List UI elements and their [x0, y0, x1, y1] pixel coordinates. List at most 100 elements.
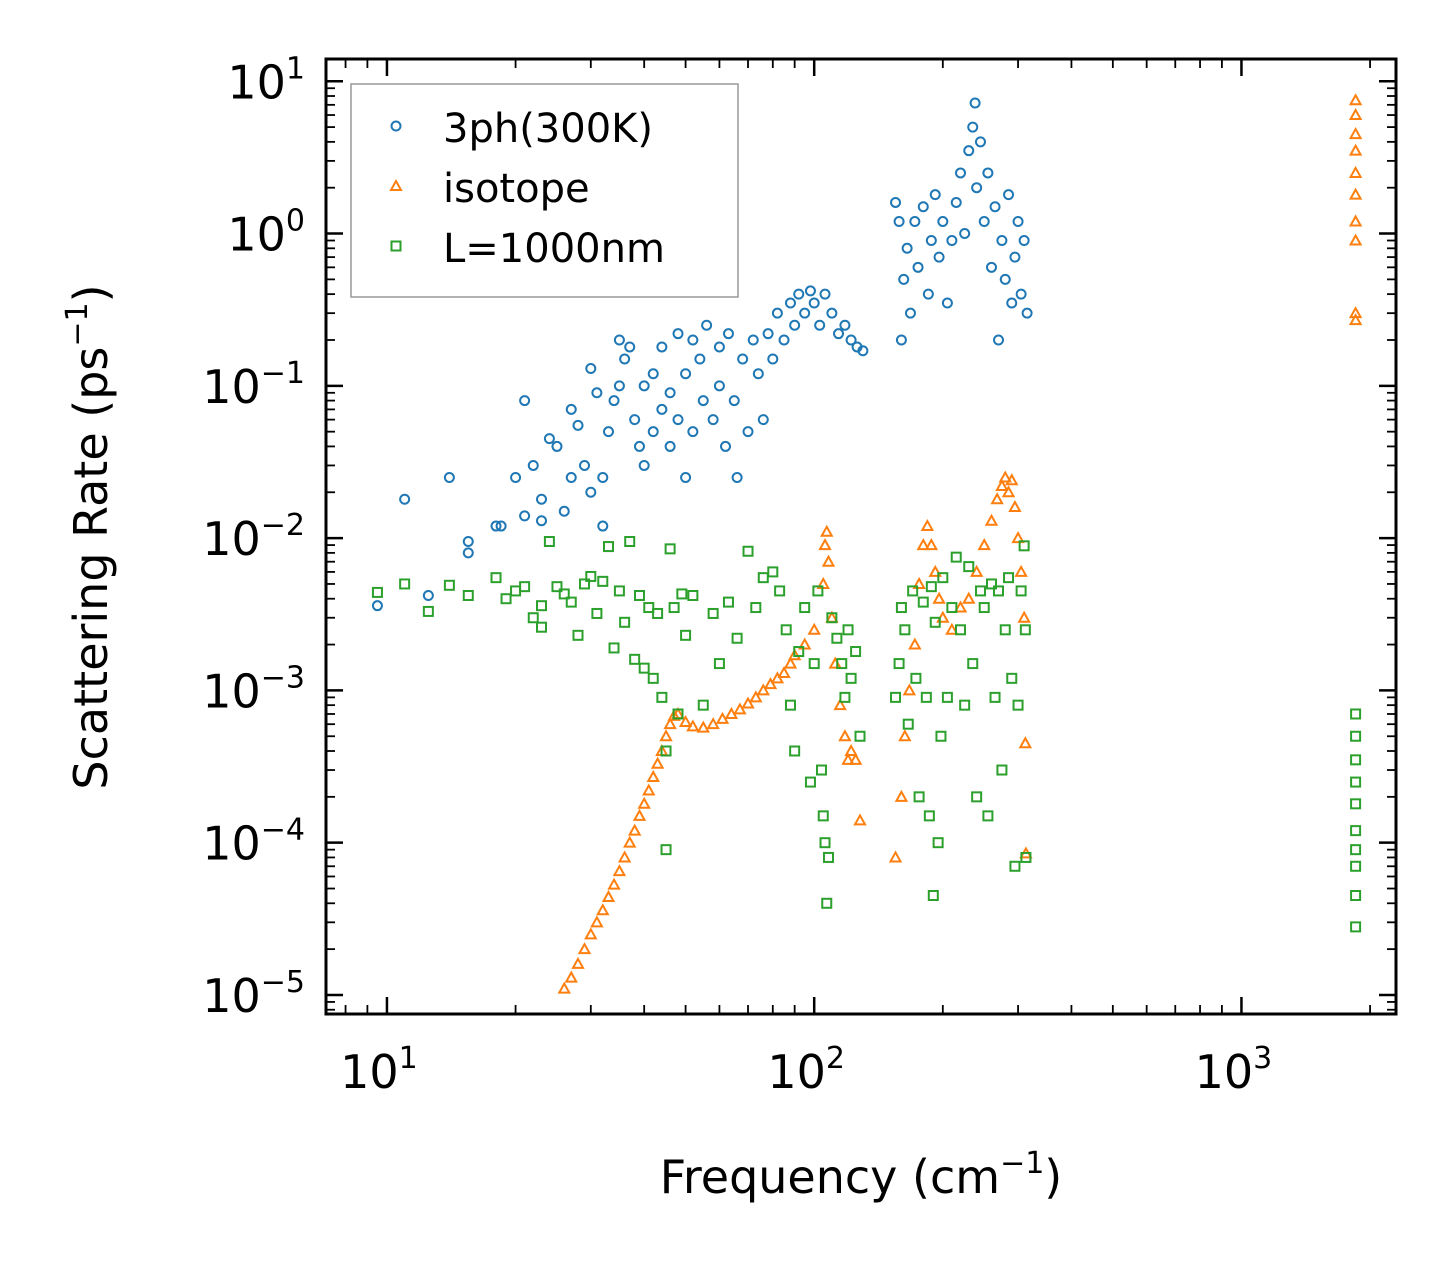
data-point [585, 486, 597, 498]
data-point [590, 915, 604, 928]
data-point [920, 691, 932, 703]
data-point [713, 380, 725, 392]
data-point [519, 581, 531, 593]
data-point [422, 589, 434, 601]
plot-frame [324, 57, 1398, 1016]
data-point [664, 440, 676, 452]
data-point [925, 235, 937, 247]
data-point [895, 602, 907, 614]
data-point [1020, 851, 1032, 863]
data-point [731, 472, 743, 484]
data-point [750, 602, 762, 614]
data-point [399, 493, 411, 505]
data-point [1015, 585, 1027, 597]
data-point [613, 585, 625, 597]
y-tick-base: 10 [202, 817, 261, 871]
data-point [757, 414, 769, 426]
data-point [923, 810, 935, 822]
data-point [839, 319, 851, 331]
data-point [899, 624, 911, 636]
data-point [783, 656, 798, 669]
data-point [974, 585, 986, 597]
data-point [680, 472, 692, 484]
data-point [713, 341, 725, 353]
data-point [672, 328, 684, 340]
data-point [722, 596, 734, 608]
data-point [638, 459, 650, 471]
data-point [913, 791, 925, 803]
data-point [839, 691, 851, 703]
data-point [627, 823, 642, 836]
data-point [932, 591, 946, 604]
data-point [757, 572, 769, 584]
data-point [647, 368, 659, 380]
data-point [462, 589, 474, 601]
y-tick-exp: −4 [261, 813, 305, 848]
data-point [963, 561, 975, 573]
data-point [585, 570, 597, 582]
data-point [922, 288, 934, 300]
legend-label: isotope [443, 166, 590, 212]
y-tick-base: 10 [202, 360, 261, 414]
y-tick-exp: −2 [261, 508, 305, 543]
data-point [707, 607, 719, 619]
data-point [608, 395, 620, 407]
data-point [929, 616, 941, 628]
data-point [1003, 189, 1015, 201]
data-point [898, 729, 912, 742]
data-point [742, 426, 754, 438]
data-point [1348, 143, 1363, 156]
data-point [969, 97, 981, 109]
data-point [696, 720, 710, 733]
data-point [784, 297, 796, 309]
data-point [551, 581, 563, 593]
data-point [650, 756, 665, 769]
data-point [853, 813, 867, 826]
data-point [789, 745, 801, 757]
data-point [763, 677, 778, 690]
data-point [1019, 624, 1031, 636]
data-point [577, 942, 592, 955]
data-point [527, 612, 539, 624]
data-point [959, 228, 971, 240]
data-point [1005, 473, 1019, 486]
y-tick-base: 10 [202, 664, 261, 718]
data-point [686, 719, 700, 732]
legend-item: L=1000nm [390, 226, 665, 272]
y-axis-label: Scattering Rate (ps−1) [60, 284, 118, 789]
data-point [789, 319, 801, 331]
data-point [978, 215, 990, 227]
data-point [543, 536, 555, 548]
data-point [777, 665, 791, 679]
data-point [1009, 860, 1021, 872]
data-point [536, 600, 548, 612]
data-point [1350, 776, 1362, 788]
data-point [519, 510, 531, 522]
data-point [962, 591, 976, 604]
legend-item: 3ph(300K) [390, 106, 653, 152]
data-point [784, 699, 796, 711]
data-point [680, 368, 692, 380]
x-axis-label-main: Frequency (cm [660, 1150, 1000, 1204]
data-point [894, 789, 909, 802]
data-point [527, 459, 539, 471]
data-point [982, 810, 994, 822]
data-point [967, 121, 979, 133]
data-point [990, 492, 1004, 505]
data-point [996, 235, 1008, 247]
data-point [558, 588, 570, 600]
data-point [1017, 610, 1031, 623]
y-tick-base: 10 [227, 55, 286, 109]
data-point [820, 524, 834, 537]
data-markers [371, 93, 1363, 994]
data-point [756, 683, 770, 696]
data-point [963, 145, 975, 157]
data-point [819, 837, 831, 849]
legend-label: 3ph(300K) [443, 106, 653, 152]
data-point [741, 696, 755, 709]
data-point [551, 440, 563, 452]
data-point [912, 576, 926, 589]
data-point [652, 607, 664, 619]
